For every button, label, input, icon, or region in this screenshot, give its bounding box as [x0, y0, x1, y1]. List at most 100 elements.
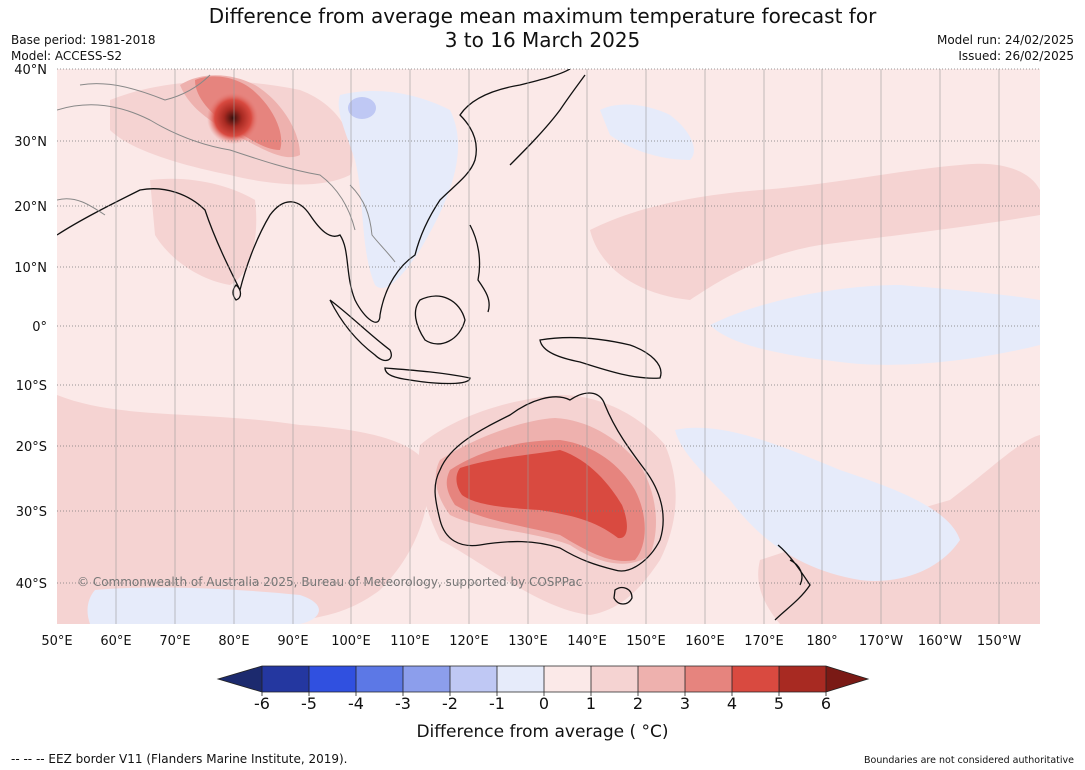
colorbar-segment	[685, 666, 732, 692]
colorbar-segment	[544, 666, 591, 692]
anomaly-warm-india	[150, 178, 257, 285]
coastlines	[57, 69, 811, 621]
coast-borneo	[414, 295, 466, 345]
colorbar-segment	[779, 666, 826, 692]
colorbar-label: Difference from average ( °C)	[416, 722, 669, 742]
longitude-labels: 50°E 60°E 70°E 80°E 90°E 100°E 110°E 120°E 130°E…	[41, 634, 1021, 649]
lon-label: 140°E	[567, 634, 607, 649]
lon-label: 70°E	[159, 634, 190, 649]
colorbar-tick-label: -3	[395, 694, 411, 713]
lon-label: 130°E	[508, 634, 548, 649]
title-line-2: 3 to 16 March 2025	[444, 28, 641, 52]
base-period: Base period: 1981-2018	[11, 33, 156, 47]
anomaly-cool-japan-east	[600, 104, 694, 160]
colorbar-tick-label: 1	[586, 694, 596, 713]
coast-philippines	[469, 224, 490, 313]
anomaly-warm-south-indian	[57, 395, 430, 624]
colorbar-segment	[591, 666, 638, 692]
colorbar-segment	[262, 666, 309, 692]
coast-new-guinea	[539, 336, 662, 379]
colorbar-tick-label: 3	[680, 694, 690, 713]
coast-asia-mainland	[57, 69, 571, 323]
lat-label: 40°S	[16, 577, 47, 592]
meta-right: Model run: 24/02/2025 Issued: 26/02/2025	[937, 32, 1074, 64]
lat-label: 10°S	[16, 379, 47, 394]
colorbar-segment	[309, 666, 356, 692]
map-area	[57, 69, 1040, 624]
anomaly-warm-australia-core	[456, 450, 627, 539]
anomaly-warm-pacific-north	[590, 163, 1040, 300]
colorbar-tick-label: 6	[821, 694, 831, 713]
copyright-notice: © Commonwealth of Australia 2025, Bureau…	[77, 575, 582, 589]
lon-label: 150°E	[626, 634, 666, 649]
colorbar-tick-label: 2	[633, 694, 643, 713]
lon-label: 160°E	[685, 634, 725, 649]
lat-label: 10°N	[14, 261, 47, 276]
lon-label: 170°W	[859, 634, 903, 649]
border-south-asia	[57, 104, 356, 231]
latitude-labels: 40°N 30°N 20°N 10°N 0° 10°S 20°S 30°S 40°S	[14, 63, 47, 592]
border-central-asia	[79, 74, 211, 101]
colorbar-segment	[638, 666, 685, 692]
coast-japan	[509, 74, 586, 166]
lat-label: 30°N	[14, 135, 47, 150]
coast-sumatra	[329, 299, 392, 362]
meta-left: Base period: 1981-2018 Model: ACCESS-S2	[11, 32, 156, 64]
colorbar-under-arrow	[218, 666, 262, 692]
lon-label: 100°E	[331, 634, 371, 649]
border-southeast-asia	[349, 184, 396, 263]
lat-label: 20°N	[14, 200, 47, 215]
colorbar-segment	[732, 666, 779, 692]
coast-java	[384, 367, 471, 385]
colorbar-tick-label: -4	[348, 694, 364, 713]
lat-label: 30°S	[16, 505, 47, 520]
colorbar-segment	[497, 666, 544, 692]
colorbar-segment	[403, 666, 450, 692]
chart-title: Difference from average mean maximum tem…	[0, 4, 1085, 52]
colorbar-tick-label: 4	[727, 694, 737, 713]
coast-sri-lanka	[232, 284, 242, 301]
anomaly-cool-china	[338, 90, 459, 289]
graticule	[57, 68, 1040, 584]
colorbar-tick-label: 0	[539, 694, 549, 713]
lon-label: 80°E	[218, 634, 249, 649]
colorbar-segment	[356, 666, 403, 692]
anomaly-cool-south-pacific	[675, 427, 960, 581]
title-line-1: Difference from average mean maximum tem…	[208, 4, 877, 28]
lon-label: 60°E	[100, 634, 131, 649]
coast-new-zealand	[774, 544, 811, 621]
lat-label: 20°S	[16, 440, 47, 455]
colorbar-tick-label: -6	[254, 694, 270, 713]
lon-label: 150°W	[977, 634, 1021, 649]
lon-label: 180°	[806, 634, 837, 649]
anomaly-cool-southern-ocean	[87, 587, 319, 624]
colorbar-tick-label: 5	[774, 694, 784, 713]
lon-label: 90°E	[277, 634, 308, 649]
colorbar-tick-label: -1	[489, 694, 505, 713]
colorbar-segment	[450, 666, 497, 692]
lon-label: 110°E	[390, 634, 430, 649]
model-name: Model: ACCESS-S2	[11, 49, 123, 63]
graticule-meridians	[115, 69, 1000, 624]
colorbar-tick-label: -5	[301, 694, 317, 713]
lon-label: 160°W	[918, 634, 962, 649]
anomaly-hotspot	[207, 92, 259, 144]
eez-note: -- -- -- EEZ border V11 (Flanders Marine…	[11, 752, 348, 766]
colorbar: -6 -5 -4 -3 -2 -1 0 1 2 3 4 5 6	[216, 665, 870, 713]
colorbar-tick-label: -2	[442, 694, 458, 713]
coast-tasmania	[613, 587, 633, 605]
lon-label: 170°E	[744, 634, 784, 649]
lon-label: 120°E	[449, 634, 489, 649]
anomaly-cool-central-pacific	[710, 285, 1040, 365]
border-middle-east	[57, 198, 106, 216]
coast-australia	[434, 392, 664, 572]
anomaly-cool-tibet	[348, 97, 376, 119]
boundaries-note: Boundaries are not considered authoritat…	[864, 755, 1074, 766]
colorbar-over-arrow	[826, 666, 868, 692]
political-boundaries	[57, 74, 396, 263]
model-run: Model run: 24/02/2025	[936, 33, 1074, 47]
lat-label: 40°N	[14, 63, 47, 78]
lat-label: 0°	[32, 320, 47, 335]
issued-date: Issued: 26/02/2025	[958, 49, 1074, 63]
